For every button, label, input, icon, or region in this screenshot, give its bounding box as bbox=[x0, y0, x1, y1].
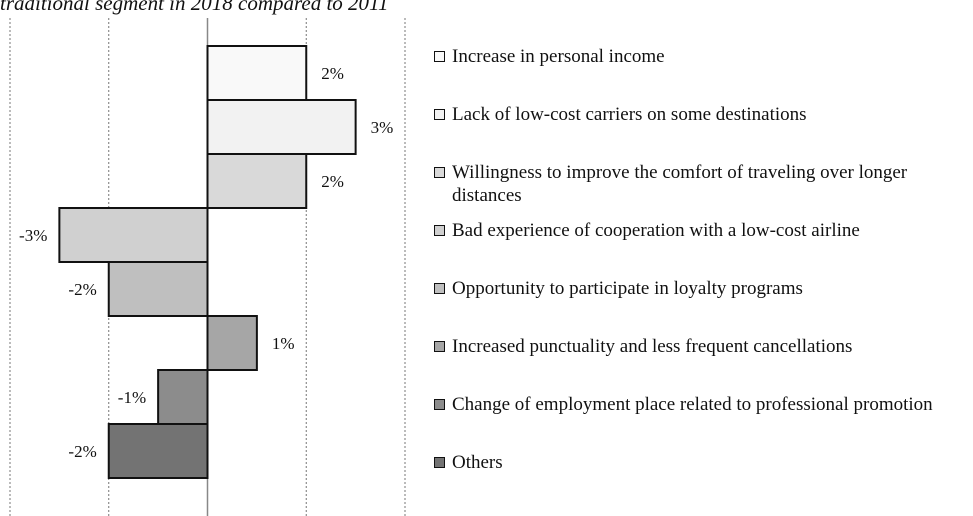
bar bbox=[107, 261, 209, 317]
legend-item: Bad experience of cooperation with a low… bbox=[432, 219, 967, 242]
legend-swatch bbox=[434, 225, 445, 236]
legend-label: Bad experience of cooperation with a low… bbox=[452, 220, 860, 241]
legend-label: Willingness to improve the comfort of tr… bbox=[452, 162, 908, 206]
bar bbox=[58, 207, 209, 263]
legend-label: Lack of low-cost carriers on some destin… bbox=[452, 104, 807, 125]
plot: 2% 3% 2% -3% -2% 1% -1% -2% bbox=[9, 18, 406, 516]
legend-swatch bbox=[434, 399, 445, 410]
bar bbox=[206, 153, 308, 209]
legend-item: Willingness to improve the comfort of tr… bbox=[432, 161, 967, 207]
legend-item: Increase in personal income bbox=[432, 45, 967, 68]
legend-label: Change of employment place related to pr… bbox=[452, 394, 933, 415]
bar bbox=[206, 315, 258, 371]
legend-swatch bbox=[434, 283, 445, 294]
legend-label: Increase in personal income bbox=[452, 46, 665, 67]
legend-swatch bbox=[434, 51, 445, 62]
legend-label: Increased punctuality and less frequent … bbox=[452, 336, 853, 357]
bar bbox=[157, 369, 209, 425]
value-label: -1% bbox=[118, 388, 146, 407]
bar bbox=[206, 45, 308, 101]
value-label: 3% bbox=[371, 118, 394, 137]
value-label: 2% bbox=[321, 64, 344, 83]
legend-swatch bbox=[434, 341, 445, 352]
bar bbox=[107, 423, 209, 479]
value-label: -2% bbox=[68, 442, 96, 461]
chart-title: traditional segment in 2018 compared to … bbox=[0, 0, 389, 15]
legend-swatch bbox=[434, 457, 445, 468]
bar bbox=[206, 99, 357, 155]
legend-item: Increased punctuality and less frequent … bbox=[432, 335, 967, 358]
legend-item: Others bbox=[432, 451, 967, 474]
value-label: -2% bbox=[68, 280, 96, 299]
value-label: 2% bbox=[321, 172, 344, 191]
legend-swatch bbox=[434, 167, 445, 178]
legend-swatch bbox=[434, 109, 445, 120]
value-label: 1% bbox=[272, 334, 295, 353]
value-label: -3% bbox=[19, 226, 47, 245]
legend-label: Opportunity to participate in loyalty pr… bbox=[452, 278, 803, 299]
legend-label: Others bbox=[452, 452, 503, 473]
legend-item: Opportunity to participate in loyalty pr… bbox=[432, 277, 967, 300]
legend-item: Lack of low-cost carriers on some destin… bbox=[432, 103, 967, 126]
legend-item: Change of employment place related to pr… bbox=[432, 393, 967, 416]
